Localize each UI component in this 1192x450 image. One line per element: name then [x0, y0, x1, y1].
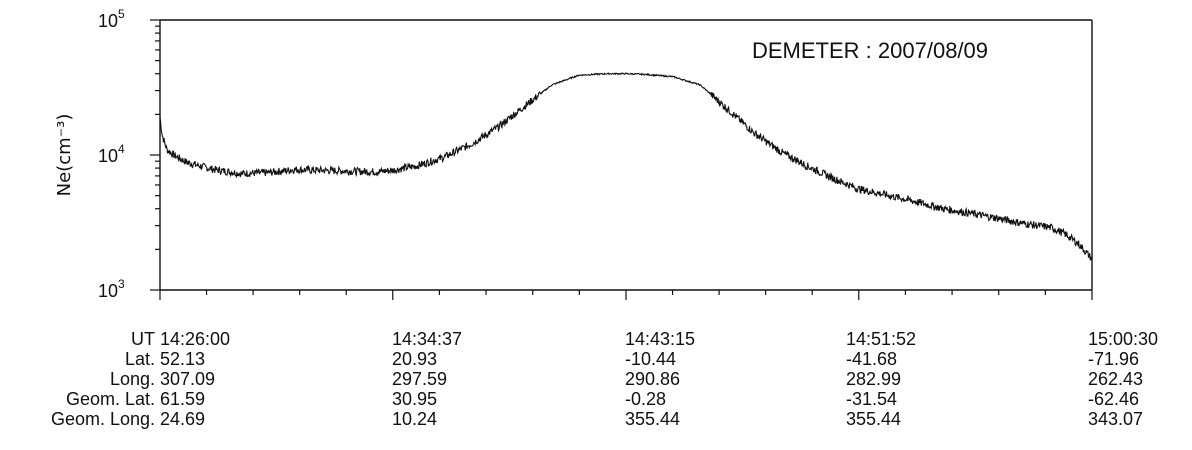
table-row-labels: UT Lat. Long. Geom. Lat. Geom. Long.	[51, 329, 155, 429]
y-tick-label-1e3: 103	[98, 277, 125, 301]
table-cell: -31.54	[846, 389, 897, 409]
table-cell: -10.44	[625, 349, 676, 369]
table-cell: 52.13	[160, 349, 205, 369]
ne-series-line	[159, 72, 1093, 261]
y-tick-label-1e5: 105	[98, 7, 125, 31]
row-label-long: Long.	[110, 369, 155, 389]
y-ticks	[150, 19, 160, 291]
chart-title: DEMETER : 2007/08/09	[752, 38, 988, 63]
y-axis-label: Ne(cm⁻³)	[54, 114, 75, 197]
orbit-table: UT Lat. Long. Geom. Lat. Geom. Long. 14:…	[51, 329, 1158, 429]
table-cell: 343.07	[1088, 409, 1143, 429]
table-cell: 355.44	[625, 409, 680, 429]
y-tick-label-1e4: 104	[98, 142, 125, 166]
table-cell: 14:26:00	[160, 329, 230, 349]
table-cell: -0.28	[625, 389, 666, 409]
table-cell: 297.59	[392, 369, 447, 389]
table-cell: 14:34:37	[392, 329, 462, 349]
table-cell: 262.43	[1088, 369, 1143, 389]
table-cell: -62.46	[1088, 389, 1139, 409]
table-cell: 30.95	[392, 389, 437, 409]
table-cell: -41.68	[846, 349, 897, 369]
table-cell: 24.69	[160, 409, 205, 429]
table-cell: 10.24	[392, 409, 437, 429]
table-cell: 282.99	[846, 369, 901, 389]
table-cell: 307.09	[160, 369, 215, 389]
y-tick-labels: 103 104 105	[98, 7, 125, 301]
table-cell: 61.59	[160, 389, 205, 409]
table-cell: 14:43:15	[625, 329, 695, 349]
row-label-lat: Lat.	[125, 349, 155, 369]
row-label-geom-long: Geom. Long.	[51, 409, 155, 429]
table-cell: -71.96	[1088, 349, 1139, 369]
table-cell: 355.44	[846, 409, 901, 429]
table-cell: 15:00:30	[1088, 329, 1158, 349]
table-cell: 20.93	[392, 349, 437, 369]
table-cell: 14:51:52	[846, 329, 916, 349]
row-label-ut: UT	[131, 329, 155, 349]
row-label-geom-lat: Geom. Lat.	[66, 389, 155, 409]
table-cell: 290.86	[625, 369, 680, 389]
x-ticks	[159, 290, 1093, 300]
